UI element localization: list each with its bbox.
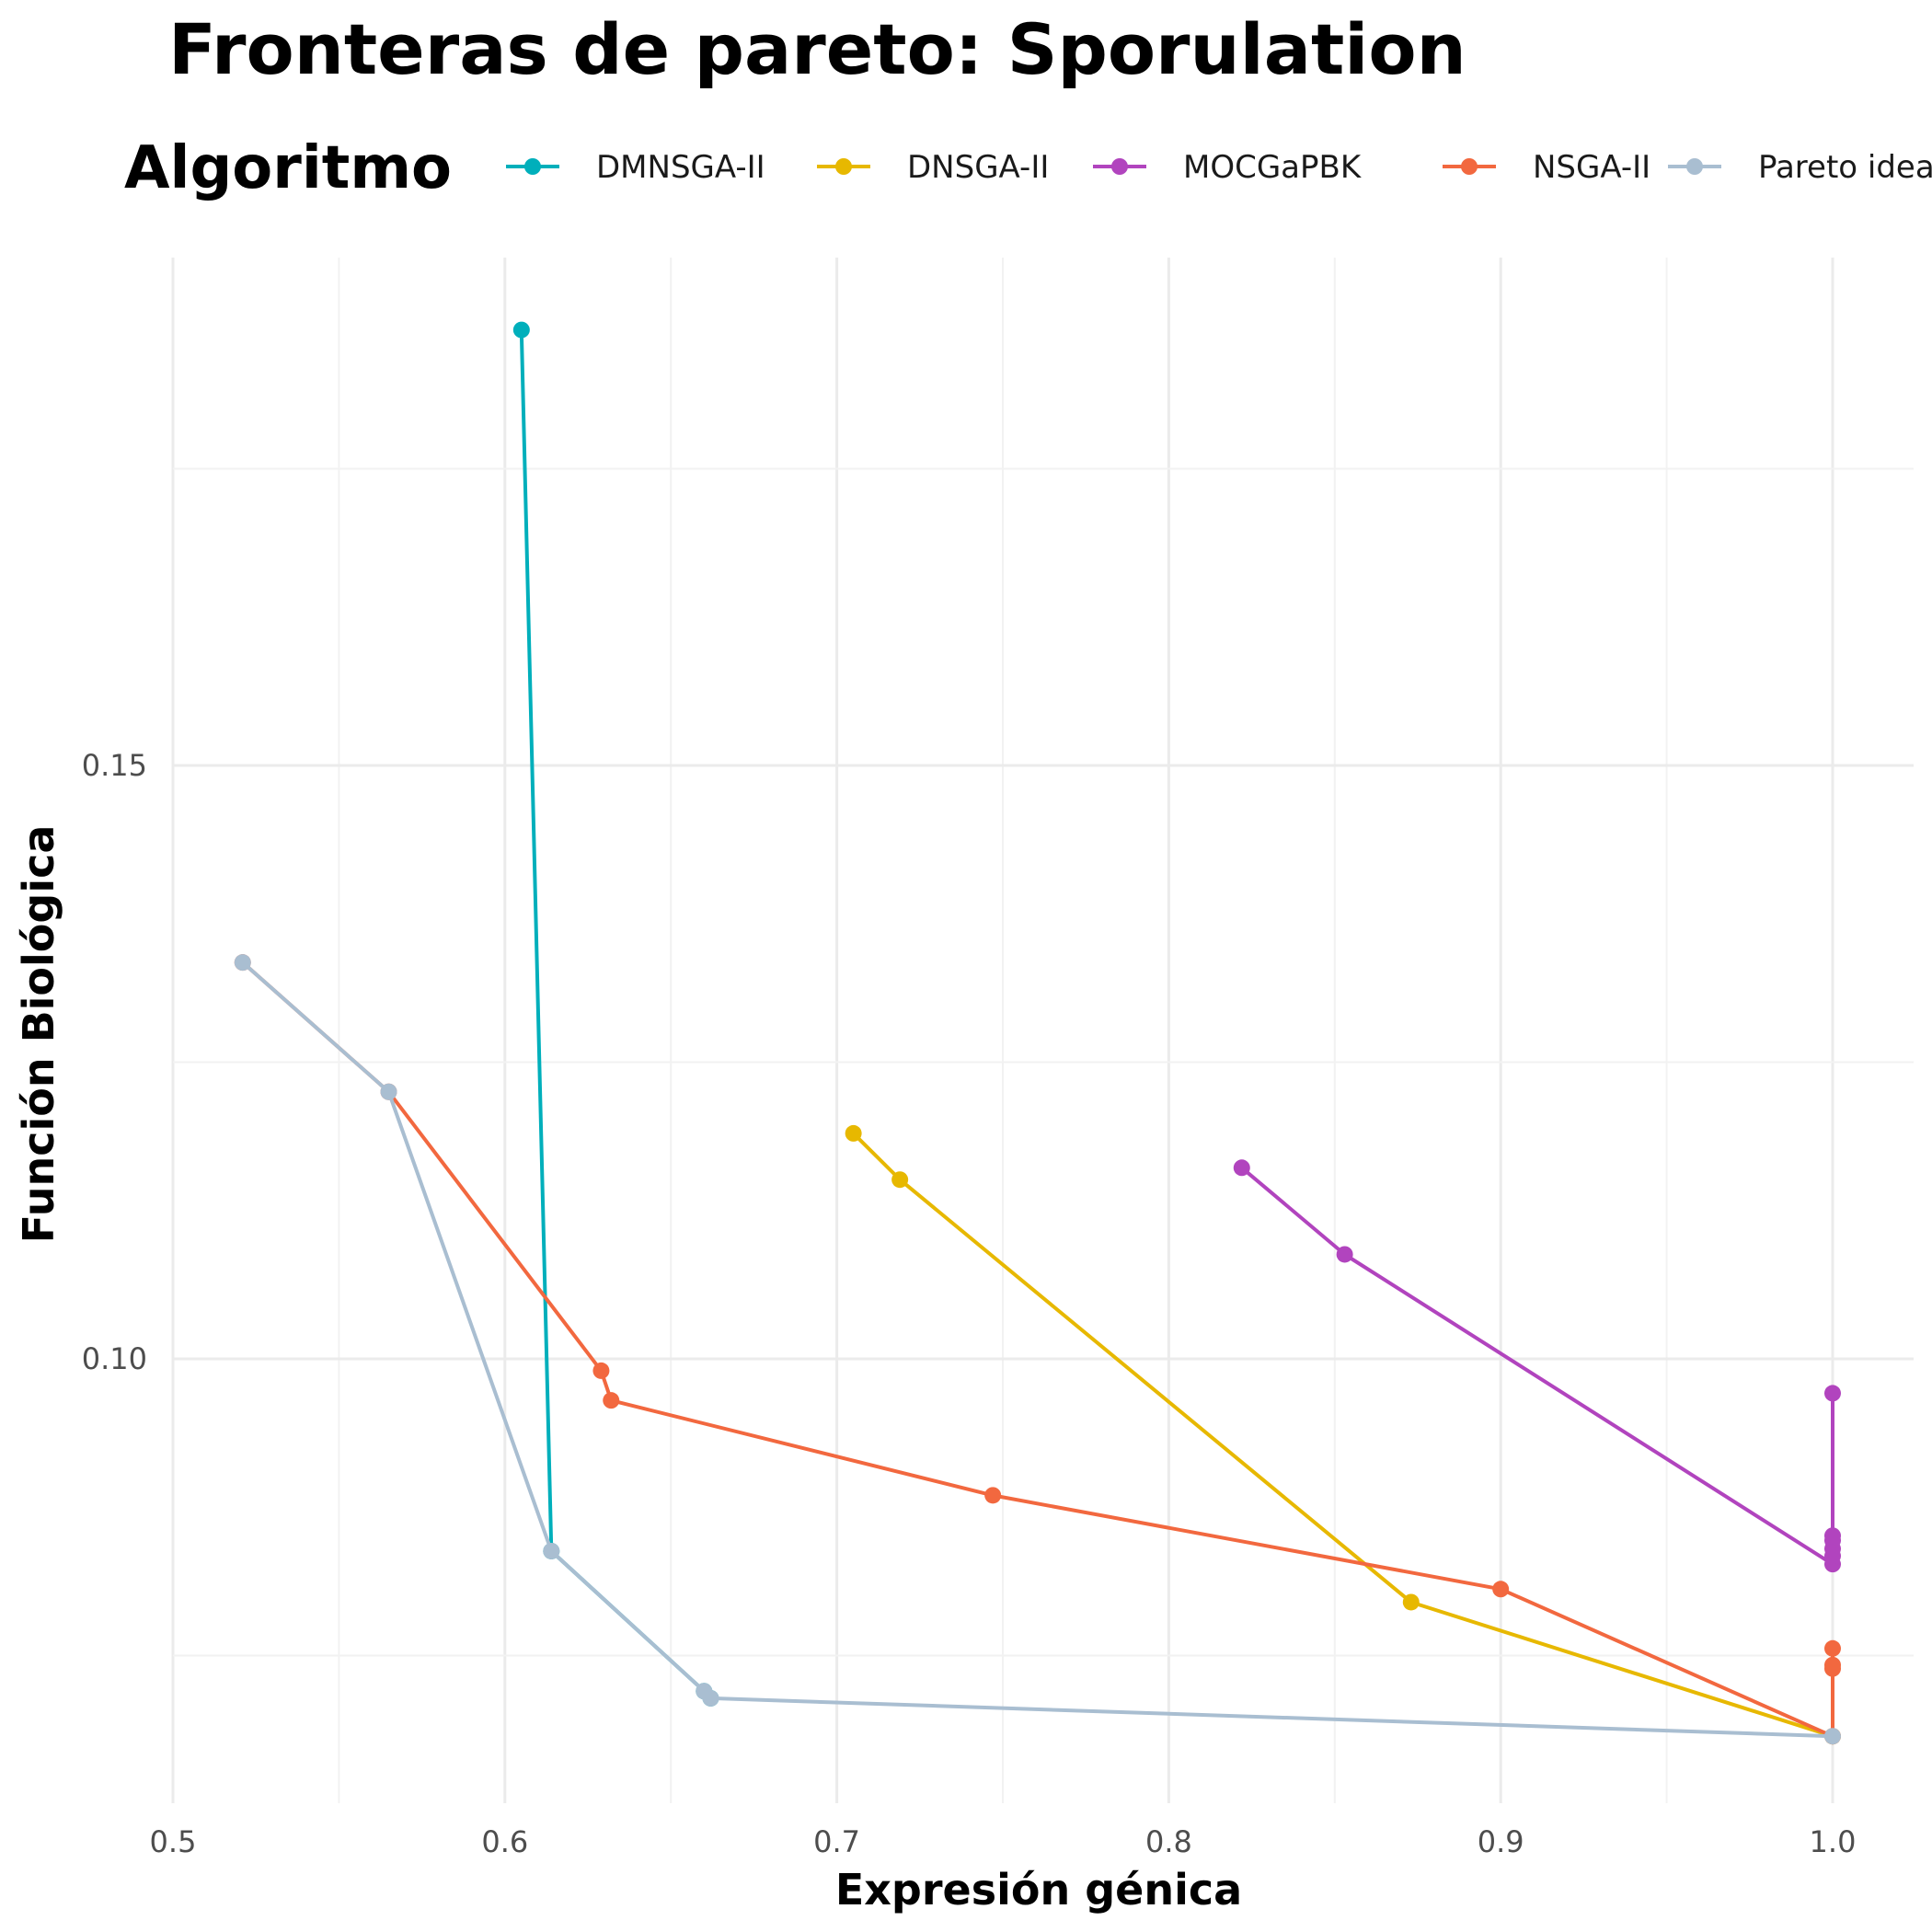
legend-label: DMNSGA-II: [596, 149, 765, 186]
series-pareto-ideal: [234, 954, 1841, 1745]
data-point: [1492, 1581, 1510, 1598]
data-point: [891, 1171, 909, 1189]
x-tick-label: 1.0: [1810, 1824, 1857, 1859]
data-point: [1824, 1385, 1841, 1402]
series-dnsga-ii: [845, 1124, 1841, 1745]
x-axis-ticks: 0.5 0.6 0.7 0.8 0.9 1.0: [150, 1824, 1857, 1859]
legend-label: Pareto ideal: [1758, 149, 1932, 186]
data-point: [234, 954, 251, 972]
y-tick-label: 0.10: [82, 1341, 147, 1376]
x-tick-label: 0.8: [1145, 1824, 1192, 1859]
legend-item: DMNSGA-II: [506, 149, 765, 186]
data-point: [592, 1362, 610, 1379]
series-line: [1240, 1166, 1834, 1567]
data-point: [702, 1689, 719, 1707]
data-point: [1824, 1728, 1841, 1745]
data-point: [603, 1392, 620, 1409]
series-layer: [234, 321, 1841, 1745]
data-point: [543, 1542, 560, 1559]
data-point: [845, 1124, 862, 1142]
legend-key-point: [1461, 158, 1478, 175]
legend-key-point: [1686, 158, 1703, 175]
series-line: [519, 329, 712, 1700]
data-point: [380, 1083, 397, 1100]
legend-item: DNSGA-II: [817, 149, 1049, 186]
series-line: [241, 960, 1834, 1739]
data-point: [1402, 1593, 1420, 1611]
legend-label: MOCGaPBK: [1183, 149, 1363, 186]
y-tick-label: 0.15: [82, 748, 147, 783]
x-tick-label: 0.9: [1478, 1824, 1524, 1859]
x-tick-label: 0.6: [481, 1824, 528, 1859]
data-point: [1233, 1159, 1250, 1177]
legend-item: MOCGaPBK: [1093, 149, 1363, 186]
data-point: [1824, 1656, 1841, 1673]
legend-item: Pareto ideal: [1668, 149, 1932, 186]
legend-label: NSGA-II: [1533, 149, 1650, 186]
x-tick-label: 0.5: [150, 1824, 197, 1859]
series-line: [852, 1132, 1834, 1739]
data-point: [984, 1487, 1002, 1504]
legend-key-point: [1111, 158, 1128, 175]
legend-key-point: [835, 158, 852, 175]
legend-title: Algoritmo: [124, 134, 452, 202]
x-tick-label: 0.7: [813, 1824, 860, 1859]
data-point: [1336, 1246, 1353, 1263]
legend-label: DNSGA-II: [907, 149, 1049, 186]
series-mocgapbk: [1233, 1159, 1841, 1573]
chart-title: Fronteras de pareto: Sporulation: [168, 8, 1466, 90]
y-axis-ticks: 0.10 0.15: [82, 748, 147, 1376]
series-dmnsga-ii: [512, 321, 719, 1707]
data-point: [512, 321, 530, 339]
grid: [171, 258, 1914, 1803]
data-point: [1824, 1527, 1841, 1545]
y-axis-title: Función Biológica: [14, 825, 63, 1244]
legend-key-point: [524, 158, 541, 175]
x-axis-title: Expresión génica: [835, 1865, 1242, 1915]
legend-item: NSGA-II: [1443, 149, 1650, 186]
series-nsga-ii: [234, 954, 1841, 1745]
data-point: [1824, 1639, 1841, 1657]
legend: DMNSGA-II DNSGA-II MOCGaPBK NSGA-II Pareto i…: [506, 149, 1932, 186]
